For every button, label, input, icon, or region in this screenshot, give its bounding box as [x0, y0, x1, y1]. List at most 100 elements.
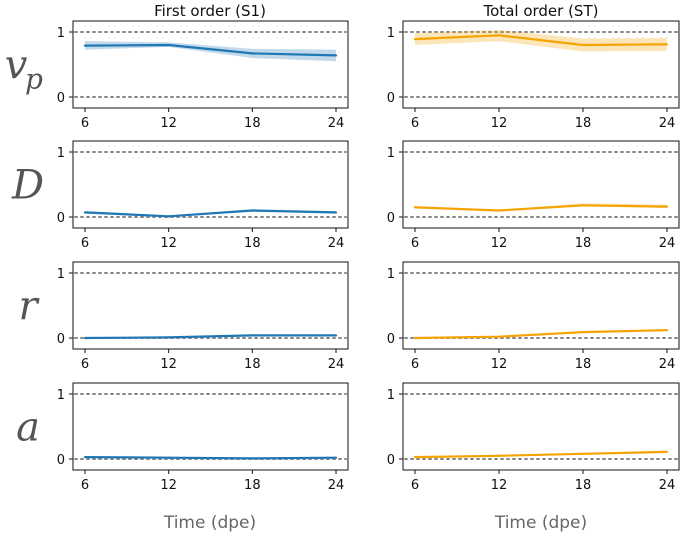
row-label-r: r [18, 284, 40, 330]
series-line-S1 [84, 456, 337, 460]
confidence-band-S1 [85, 41, 336, 62]
series-line-ST [414, 204, 668, 212]
data-point-ST-18 [581, 331, 585, 334]
data-point-S1-18 [251, 52, 254, 55]
panel-D-S1: 0 1 6 12 18 24 [57, 140, 349, 251]
y-tick-label-0: 0 [57, 453, 65, 468]
panel-r-ST: 0 1 6 12 18 24 [387, 261, 680, 372]
x-tick-label-12: 12 [160, 116, 177, 131]
data-point-S1-24 [334, 54, 338, 57]
data-point-S1-24 [334, 334, 338, 337]
y-tick-label-1: 1 [387, 146, 395, 161]
data-point-ST-18 [581, 452, 585, 455]
row-label-subscript-p: p [25, 63, 43, 96]
axes-frame [72, 382, 349, 471]
data-point-S1-12 [167, 215, 170, 218]
data-point-ST-6 [413, 206, 417, 209]
y-tick-label-1: 1 [57, 26, 65, 41]
x-tick-label-18: 18 [244, 116, 261, 131]
panel-v-ST: 0 1 6 12 18 24 [387, 20, 680, 131]
axes-frame [402, 261, 680, 350]
x-tick-label-6: 6 [411, 357, 419, 372]
x-tick-label-18: 18 [244, 357, 261, 372]
x-tick-label-18: 18 [575, 478, 592, 493]
series-line-ST [414, 329, 668, 340]
data-point-ST-12 [497, 335, 501, 338]
x-tick-label-18: 18 [575, 116, 592, 131]
x-tick-label-6: 6 [411, 116, 419, 131]
data-point-S1-12 [167, 43, 170, 47]
y-tick-label-0: 0 [57, 332, 65, 347]
x-tick-label-24: 24 [328, 478, 345, 493]
data-point-S1-24 [334, 456, 338, 459]
x-tick-label-12: 12 [491, 478, 508, 493]
axes-frame [72, 20, 349, 109]
data-point-ST-6 [413, 455, 417, 459]
data-point-ST-24 [665, 329, 669, 332]
data-point-ST-24 [665, 205, 669, 208]
data-point-ST-12 [497, 209, 501, 212]
x-tick-label-24: 24 [328, 236, 345, 251]
data-point-ST-12 [497, 454, 501, 457]
panel-a-S1: 0 1 6 12 18 24 [57, 382, 349, 493]
x-tick-label-6: 6 [411, 236, 419, 251]
data-point-S1-18 [251, 334, 254, 337]
y-tick-label-0: 0 [57, 211, 65, 226]
series-line-S1 [84, 209, 337, 218]
x-tick-label-12: 12 [491, 236, 508, 251]
y-tick-label-1: 1 [57, 388, 65, 403]
column-title-first-order: First order (S1) [154, 2, 266, 20]
axes-frame [72, 261, 349, 350]
y-tick-label-0: 0 [387, 332, 395, 347]
data-point-S1-18 [251, 209, 254, 212]
x-tick-label-6: 6 [81, 478, 89, 493]
x-tick-label-24: 24 [659, 236, 676, 251]
axes-frame [402, 382, 680, 471]
axes-frame [402, 20, 680, 109]
x-tick-label-6: 6 [81, 236, 89, 251]
data-point-ST-6 [413, 336, 417, 340]
data-point-ST-6 [413, 38, 417, 41]
x-tick-label-6: 6 [81, 357, 89, 372]
x-tick-label-24: 24 [328, 357, 345, 372]
data-point-S1-6 [83, 336, 87, 340]
row-label-D: D [11, 163, 44, 209]
x-tick-label-18: 18 [244, 236, 261, 251]
x-tick-label-18: 18 [575, 357, 592, 372]
x-tick-label-24: 24 [659, 357, 676, 372]
x-tick-label-12: 12 [160, 478, 177, 493]
series-line-ST [414, 34, 668, 47]
x-tick-label-24: 24 [659, 116, 676, 131]
column-title-total-order: Total order (ST) [483, 2, 599, 20]
panel-r-S1: 0 1 6 12 18 24 [57, 261, 349, 372]
x-tick-label-12: 12 [491, 116, 508, 131]
data-point-ST-12 [497, 34, 501, 37]
data-point-ST-24 [665, 450, 669, 453]
panel-D-ST: 0 1 6 12 18 24 [387, 140, 680, 251]
x-tick-label-12: 12 [160, 357, 177, 372]
x-tick-label-6: 6 [81, 116, 89, 131]
row-label-a: a [16, 405, 40, 451]
axes-frame [72, 140, 349, 229]
panel-a-ST: 0 1 6 12 18 24 [387, 382, 680, 493]
data-point-ST-18 [581, 204, 585, 207]
data-point-S1-12 [167, 456, 170, 459]
x-axis-label-left: Time (dpe) [163, 513, 256, 533]
data-point-ST-24 [665, 43, 669, 46]
data-point-S1-18 [251, 457, 254, 460]
y-tick-label-1: 1 [57, 267, 65, 282]
x-tick-label-18: 18 [244, 478, 261, 493]
x-tick-label-24: 24 [659, 478, 676, 493]
x-tick-label-18: 18 [575, 236, 592, 251]
axes-frame [402, 140, 680, 229]
y-tick-label-0: 0 [57, 91, 65, 106]
x-tick-label-6: 6 [411, 478, 419, 493]
x-tick-label-12: 12 [160, 236, 177, 251]
y-tick-label-0: 0 [387, 91, 395, 106]
x-axis-label-right: Time (dpe) [494, 513, 587, 533]
x-tick-label-24: 24 [328, 116, 345, 131]
data-point-S1-24 [334, 211, 338, 214]
y-tick-label-1: 1 [387, 267, 395, 282]
